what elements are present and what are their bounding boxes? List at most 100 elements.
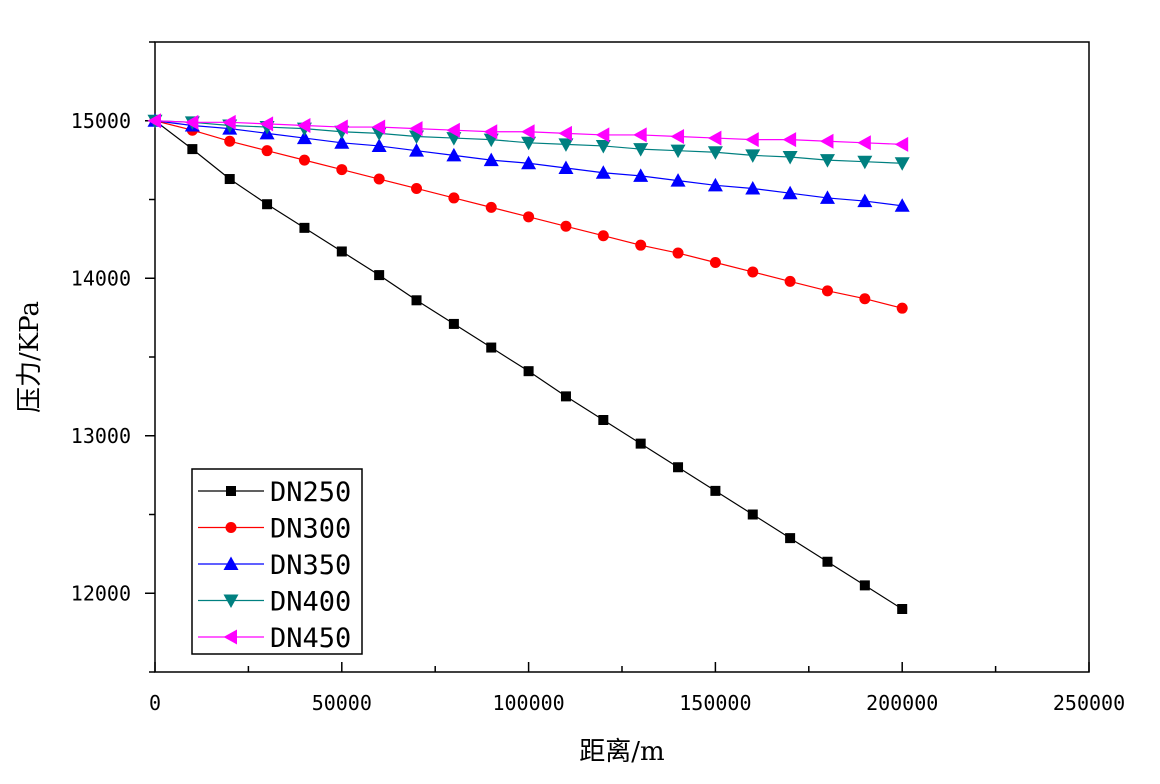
legend-label: DN400 — [270, 587, 351, 618]
data-point — [523, 366, 534, 377]
data-point — [560, 220, 572, 232]
data-point — [747, 509, 758, 520]
legend-item: DN350 — [198, 550, 351, 581]
data-point — [296, 117, 311, 133]
x-tick-label: 50000 — [312, 691, 372, 715]
legend-item: DN450 — [198, 623, 351, 654]
data-point — [670, 173, 686, 187]
data-point — [595, 139, 611, 154]
data-point — [296, 130, 312, 145]
legend: DN250 DN300 DN350 DN400 DN450 — [191, 468, 363, 655]
legend-item: DN250 — [198, 477, 351, 508]
data-point — [558, 160, 574, 174]
data-point — [224, 135, 236, 147]
series-layer — [147, 113, 910, 614]
data-point — [894, 136, 909, 152]
data-point — [894, 157, 910, 171]
data-point — [894, 198, 910, 212]
data-point — [707, 130, 722, 146]
legend-marker — [223, 594, 239, 608]
data-point — [448, 192, 460, 204]
data-point — [409, 121, 423, 137]
y-axis: 12000 13000 14000 15000 — [71, 41, 155, 673]
data-point — [635, 438, 646, 449]
data-point — [672, 247, 684, 259]
data-point — [819, 133, 834, 149]
legend-marker — [225, 522, 237, 533]
data-point — [485, 201, 497, 213]
data-point — [896, 302, 908, 314]
data-point — [483, 152, 499, 167]
data-point — [483, 124, 498, 140]
data-point — [633, 168, 649, 182]
data-point — [336, 246, 347, 257]
data-point — [782, 132, 797, 148]
y-tick-label: 12000 — [71, 581, 131, 605]
data-point — [523, 211, 535, 223]
data-point — [635, 239, 647, 251]
data-point — [707, 146, 723, 160]
legend-item: DN300 — [198, 514, 351, 545]
data-point — [298, 154, 310, 166]
data-point — [446, 147, 462, 162]
data-point — [897, 604, 908, 614]
data-point — [222, 114, 236, 130]
legend-label: DN350 — [270, 550, 351, 581]
data-point — [486, 342, 497, 353]
x-tick-label: 100000 — [492, 691, 564, 715]
data-point — [299, 222, 310, 233]
data-point — [745, 149, 761, 163]
data-point — [747, 266, 759, 278]
data-point — [670, 144, 686, 159]
data-point — [782, 185, 798, 200]
data-point — [709, 257, 721, 268]
legend-marker — [223, 629, 237, 645]
data-point — [822, 556, 833, 567]
data-point — [446, 122, 460, 138]
x-tick-label: 200000 — [866, 691, 938, 715]
data-point — [334, 119, 348, 135]
data-point — [147, 113, 161, 129]
data-point — [633, 127, 647, 143]
data-point — [409, 143, 425, 157]
x-tick-label: 0 — [149, 691, 161, 715]
data-point — [448, 318, 459, 329]
data-point — [857, 193, 873, 208]
data-point — [184, 114, 199, 130]
data-point — [819, 154, 835, 168]
data-point — [595, 165, 611, 179]
data-point — [187, 144, 198, 155]
data-point — [784, 275, 796, 287]
series-dn450 — [147, 113, 909, 152]
y-tick-label: 14000 — [71, 266, 131, 290]
data-point — [224, 174, 235, 185]
data-point — [710, 485, 721, 496]
data-point — [670, 129, 685, 144]
y-axis-title: 压力/KPa — [15, 301, 45, 413]
legend-marker — [223, 556, 239, 570]
data-point — [821, 285, 833, 297]
data-point — [859, 580, 870, 591]
data-point — [262, 199, 273, 210]
data-point — [373, 173, 385, 185]
data-point — [633, 143, 649, 157]
data-point — [673, 462, 684, 473]
data-point — [558, 138, 574, 152]
legend-box — [191, 468, 363, 655]
data-point — [261, 145, 273, 157]
legend-marker — [226, 486, 236, 496]
data-point — [782, 150, 798, 165]
legend-label: DN300 — [270, 514, 351, 545]
data-point — [558, 125, 572, 141]
y-tick-label: 13000 — [71, 424, 131, 448]
data-point — [521, 155, 537, 170]
data-point — [707, 177, 723, 192]
data-point — [336, 164, 348, 176]
data-point — [521, 124, 535, 140]
x-axis: 0 50000 100000 150000 200000 250000 — [149, 662, 1125, 715]
data-point — [745, 132, 759, 148]
legend-label: DN250 — [270, 477, 351, 508]
data-point — [411, 182, 423, 194]
y-tick-label: 15000 — [71, 109, 131, 133]
